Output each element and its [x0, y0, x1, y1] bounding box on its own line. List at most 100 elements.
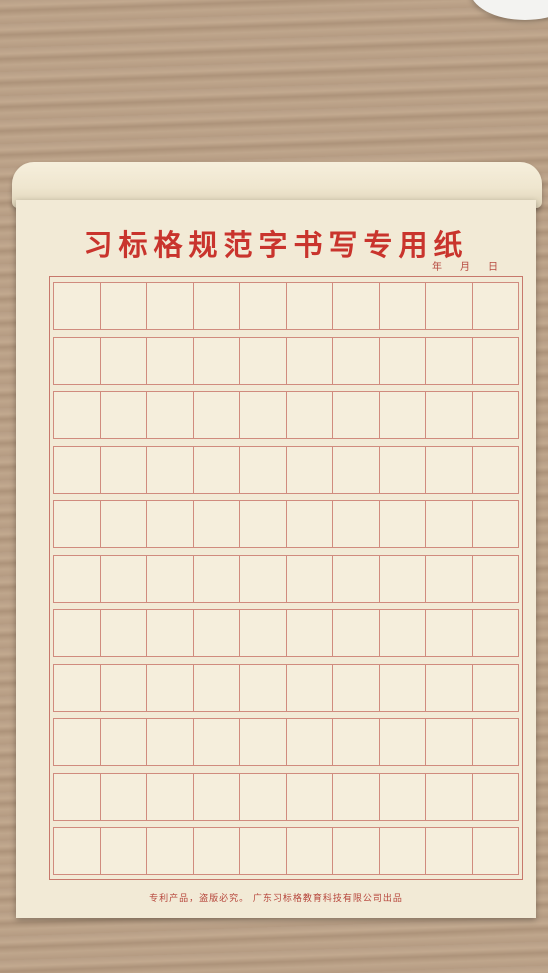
grid-cell [239, 663, 286, 712]
grid-cell [425, 663, 472, 712]
grid-cell [378, 282, 425, 330]
grid-cell [425, 772, 472, 821]
grid-row [53, 336, 519, 385]
grid-cell [99, 500, 146, 548]
grid-cell [471, 609, 519, 657]
grid-cell [192, 772, 239, 821]
sheet-footer: 专利产品，盗版必究。 广东习标格教育科技有限公司出品 [149, 894, 403, 904]
grid-cell [425, 500, 472, 548]
grid-cell [53, 772, 100, 821]
grid-cell [53, 663, 100, 712]
grid-cell [285, 445, 332, 494]
grid-cell [285, 827, 332, 875]
grid-row [53, 445, 519, 494]
grid-cell [285, 718, 332, 766]
grid-row [53, 500, 519, 548]
grid-cell [239, 336, 286, 385]
grid-cell [332, 336, 379, 385]
grid-cell [146, 445, 193, 494]
grid-cell [99, 445, 146, 494]
grid-cell [332, 772, 379, 821]
grid-cell [99, 718, 146, 766]
grid-cell [425, 554, 472, 603]
grid-cell [146, 772, 193, 821]
grid-cell [285, 391, 332, 439]
grid-cell [332, 663, 379, 712]
grid-cell [378, 391, 425, 439]
grid-cell [332, 500, 379, 548]
grid-cell [425, 609, 472, 657]
grid-cell [146, 554, 193, 603]
grid-cell [471, 391, 519, 439]
grid-cell [239, 554, 286, 603]
grid-cell [99, 391, 146, 439]
grid-cell [146, 391, 193, 439]
grid-row [53, 391, 519, 439]
date-month-label: 月 [460, 262, 470, 273]
grid-cell [471, 772, 519, 821]
grid-cell [146, 827, 193, 875]
grid-row [53, 554, 519, 603]
grid-cell [192, 500, 239, 548]
grid-cell [285, 609, 332, 657]
grid-cell [192, 609, 239, 657]
grid-cell [239, 391, 286, 439]
grid-cell [53, 500, 100, 548]
grid-cell [146, 282, 193, 330]
grid-row [53, 718, 519, 766]
grid-cell [285, 554, 332, 603]
date-year-label: 年 [432, 262, 442, 273]
grid-cell [425, 282, 472, 330]
grid-cell [471, 554, 519, 603]
grid-cell [53, 554, 100, 603]
grid-cell [192, 282, 239, 330]
grid-cell [146, 663, 193, 712]
grid-cell [471, 827, 519, 875]
grid-cell [146, 609, 193, 657]
grid-cell [99, 609, 146, 657]
grid-cell [471, 663, 519, 712]
grid-cell [53, 718, 100, 766]
grid-cell [378, 609, 425, 657]
cup-rim [470, 0, 548, 20]
grid-cell [332, 554, 379, 603]
grid-cell [425, 445, 472, 494]
grid-cell [378, 772, 425, 821]
grid-cell [99, 827, 146, 875]
grid-cell [192, 554, 239, 603]
grid-cell [146, 718, 193, 766]
grid-row [53, 827, 519, 875]
grid-cell [332, 282, 379, 330]
grid-cell [239, 718, 286, 766]
grid-cell [471, 500, 519, 548]
grid-cell [378, 663, 425, 712]
grid-cell [192, 336, 239, 385]
grid-cell [53, 609, 100, 657]
grid-cell [471, 336, 519, 385]
grid-cell [146, 500, 193, 548]
date-labels: 年 月 日 [432, 258, 498, 273]
grid-cell [332, 609, 379, 657]
grid-cell [332, 445, 379, 494]
grid-cell [425, 827, 472, 875]
grid-cell [239, 445, 286, 494]
grid-cell [146, 336, 193, 385]
grid-cell [378, 445, 425, 494]
grid-cell [239, 282, 286, 330]
grid-cell [99, 772, 146, 821]
sheet-title: 习标格规范字书写专用纸 [83, 228, 469, 262]
grid-cell [332, 391, 379, 439]
grid-cell [99, 554, 146, 603]
grid-row [53, 663, 519, 712]
grid-cell [239, 609, 286, 657]
grid-cell [378, 554, 425, 603]
grid-cell [53, 336, 100, 385]
grid-cell [332, 827, 379, 875]
grid-cell [99, 663, 146, 712]
grid-cell [53, 391, 100, 439]
grid-cell [192, 663, 239, 712]
grid-cell [378, 827, 425, 875]
grid-cell [471, 445, 519, 494]
grid-cell [99, 282, 146, 330]
writing-sheet: 习标格规范字书写专用纸 年 月 日 专利产品，盗版必究。 广东习标格教育科技有限… [16, 200, 536, 918]
